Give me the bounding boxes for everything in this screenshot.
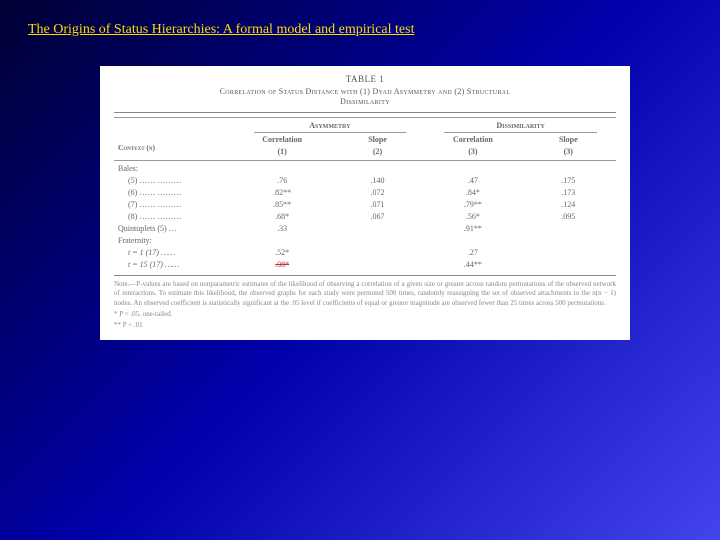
section-quint: Quintuplets (5) … .33 .91**	[114, 223, 616, 235]
struck-value: .08*	[275, 260, 289, 269]
sig-05: * P < .05, one-tailed.	[114, 310, 616, 319]
rule-mid	[114, 160, 616, 161]
col4-num: (3)	[521, 146, 616, 158]
col4-header: Slope	[521, 134, 616, 146]
col1-header: Correlation	[234, 134, 329, 146]
table-row: t = 1 (17) …… .52* .27	[114, 247, 616, 259]
dissim-header: Dissimilarity	[444, 120, 597, 133]
table-row: (8) …… ……… .68*.067 .56*.095	[114, 211, 616, 223]
rule-top	[114, 112, 616, 113]
table-container: TABLE 1 Correlation of Status Distance w…	[100, 66, 630, 340]
table-label: TABLE 1	[114, 74, 616, 84]
col2-num: (2)	[330, 146, 425, 158]
col3-num: (3)	[425, 146, 520, 158]
table-row: (6) …… ……… .82**.072 .84*.173	[114, 187, 616, 199]
table-note: Note.—P-values are based on nonparametri…	[114, 280, 616, 308]
rule-bottom	[114, 275, 616, 276]
table-row: (7) …… ……… .85**.071 .79**.124	[114, 199, 616, 211]
caption-line1: Correlation of Status Distance with (1) …	[220, 87, 511, 96]
frat-row1-label: t = 1 (17) ……	[128, 248, 175, 257]
col1-num: (1)	[234, 146, 329, 158]
table-row: (5) …… ……… .76.140 .47.175	[114, 175, 616, 187]
table-caption: Correlation of Status Distance with (1) …	[114, 87, 616, 108]
section-frat: Fraternity:	[114, 235, 616, 247]
slide-title: The Origins of Status Hierarchies: A for…	[0, 0, 720, 38]
col-header-row: Context (n) Correlation Slope Correlatio…	[114, 134, 616, 146]
col2-header: Slope	[330, 134, 425, 146]
col3-header: Correlation	[425, 134, 520, 146]
section-bales: Bales:	[114, 163, 616, 175]
rule-top2	[114, 117, 616, 118]
sig-01: ** P < .01	[114, 321, 616, 330]
context-header: Context (n)	[114, 134, 234, 158]
data-table: Asymmetry Dissimilarity Context (n) Corr…	[114, 120, 616, 271]
frat-row2-label: t = 15 (17) ……	[128, 260, 179, 269]
group-header-row: Asymmetry Dissimilarity	[114, 120, 616, 134]
caption-line2: Dissimilarity	[340, 97, 390, 106]
table-row: t = 15 (17) …… .08* .44**	[114, 259, 616, 271]
asym-header: Asymmetry	[254, 120, 407, 133]
